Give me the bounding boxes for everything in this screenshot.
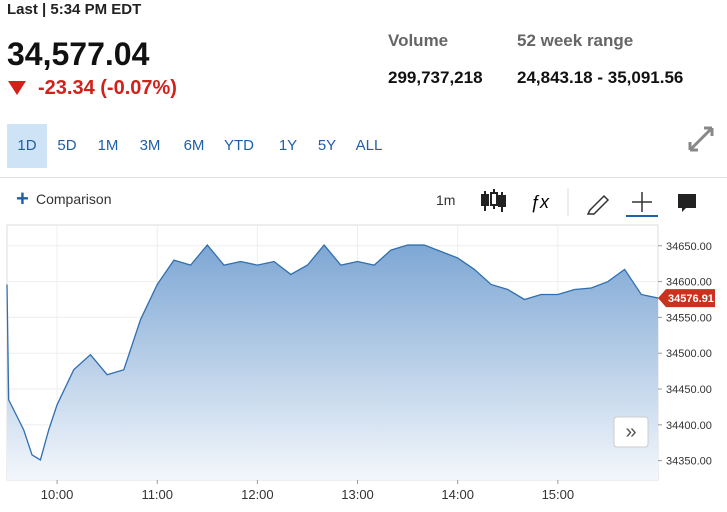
divider <box>0 177 727 178</box>
note-icon[interactable] <box>678 194 696 212</box>
expand-icon[interactable] <box>686 124 716 154</box>
y-tick-label: 34500.00 <box>666 348 712 360</box>
candle-icon[interactable] <box>481 189 506 212</box>
down-arrow <box>8 81 26 95</box>
change: -23.34 (-0.07%) <box>38 77 177 99</box>
x-tick-label: 11:00 <box>141 487 173 502</box>
y-tick-label: 34550.00 <box>666 312 712 324</box>
x-tick-label: 15:00 <box>542 487 575 502</box>
price-line <box>6 244 659 461</box>
y-tick-label: 34350.00 <box>666 456 712 468</box>
range-value: 24,843.18 - 35,091.56 <box>517 68 684 87</box>
range-tab[interactable]: 3M <box>139 137 161 154</box>
area <box>7 245 658 480</box>
range-label: 52 week range <box>517 31 634 50</box>
range-tab[interactable]: 1Y <box>278 137 298 154</box>
x-tick-label: 13:00 <box>341 487 374 502</box>
scroll-icon: » <box>625 421 636 443</box>
y-tick-label: 34650.00 <box>666 241 712 253</box>
range-tab[interactable]: 5D <box>57 137 77 154</box>
range-tab[interactable]: ALL <box>355 137 383 154</box>
y-tick-label: 34400.00 <box>666 420 712 432</box>
range-tab[interactable]: 5Y <box>317 137 337 154</box>
interval[interactable]: 1m <box>436 192 456 208</box>
y-tick-label: 34600.00 <box>666 277 712 289</box>
last-value-label: 34576.91 <box>668 293 714 305</box>
last-label: Last | 5:34 PM EDT <box>7 1 142 18</box>
comparison[interactable]: Comparison <box>36 191 112 207</box>
x-tick-label: 14:00 <box>441 487 474 502</box>
x-tick-label: 12:00 <box>241 487 274 502</box>
y-tick-label: 34450.00 <box>666 384 712 396</box>
range-tab[interactable]: YTD <box>224 137 254 154</box>
range-tab[interactable]: 1D <box>7 124 47 168</box>
toolbar-icons: ƒx <box>481 188 696 217</box>
range-tab[interactable]: 1M <box>97 137 119 154</box>
plus-icon[interactable]: + <box>16 186 29 211</box>
range-tab[interactable]: 6M <box>183 137 205 154</box>
last-value-tag <box>658 289 715 308</box>
crosshair-icon[interactable] <box>632 192 652 212</box>
volume-label: Volume <box>388 31 449 50</box>
x-tick-label: 10:00 <box>41 487 74 502</box>
price: 34,577.04 <box>7 36 150 72</box>
volume-value: 299,737,218 <box>388 68 483 87</box>
scroll-button[interactable] <box>613 416 649 448</box>
draw-icon[interactable] <box>586 194 610 215</box>
fx-icon[interactable]: ƒx <box>530 192 550 212</box>
